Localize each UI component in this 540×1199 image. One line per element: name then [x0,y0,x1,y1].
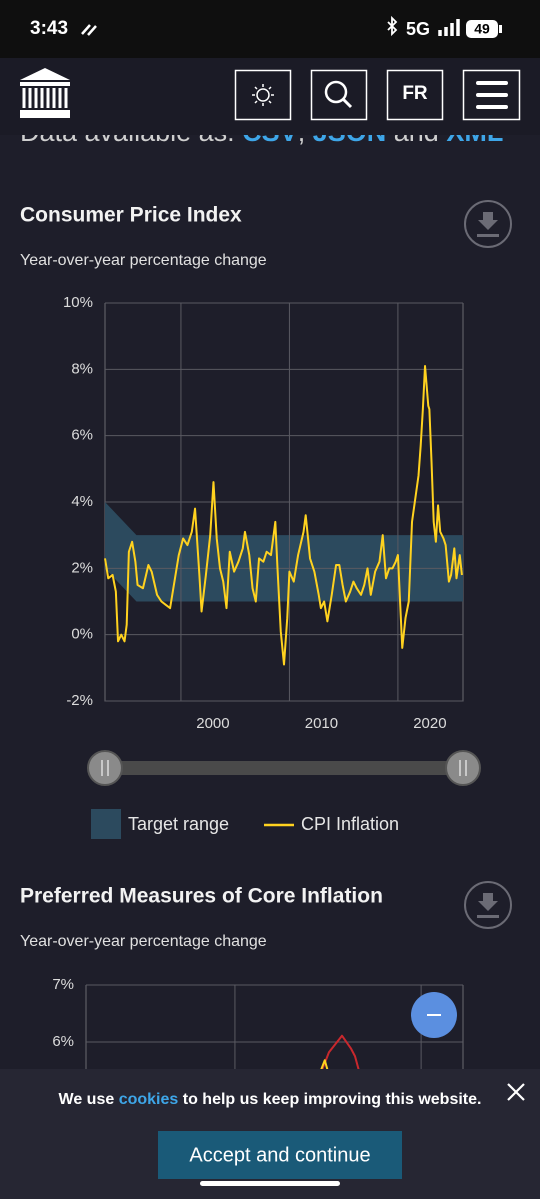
logo-columns [22,88,68,108]
navigator-handle[interactable] [445,750,481,786]
y-tick-label: 10% [63,294,93,311]
sun-icon [256,88,270,102]
battery-level: 49 [474,21,490,37]
y-tick-label: 2% [71,559,93,576]
series-line [104,365,463,666]
scroll-top-button[interactable] [411,992,457,1038]
accept-button[interactable]: Accept and continue [158,1131,402,1179]
button-frame [234,69,292,121]
chart-subtitle: Year-over-year percentage change [20,252,267,269]
status-icon [81,24,97,36]
download-circle [464,200,512,248]
button-background [158,1131,402,1179]
chart-title: Preferred Measures of Core Inflation [20,885,383,908]
download-button[interactable] [464,881,512,929]
button-frame [386,69,444,121]
navigator-track [105,761,463,775]
chart-title: Consumer Price Index [20,204,242,227]
y-tick-label: 0% [71,626,93,643]
y-tick-label: 8% [71,360,93,377]
language-button[interactable]: FR [386,69,444,121]
button-label: Accept and continue [189,1144,370,1166]
x-tick-label: 2020 [413,715,446,732]
menu-button[interactable] [462,69,521,121]
legend-label[interactable]: Target range [128,814,229,834]
x-tick-label: 2010 [305,715,338,732]
download-circle [464,881,512,929]
logo-roof [20,68,70,80]
y-tick-label: 6% [52,1033,74,1050]
sun-rays [252,84,274,106]
signal-icon [438,19,460,36]
logo[interactable] [20,68,70,118]
cookie-link[interactable]: cookies [119,1091,179,1108]
close-button[interactable] [507,1083,525,1101]
language-label: FR [402,83,428,104]
status-bar [0,0,540,58]
logo-part [20,82,70,86]
battery-tip [499,25,502,33]
series-line [320,1034,360,1074]
battery [466,20,498,38]
cpi-plot: -2% 0% 2% 4% 6% 8% 10% 2000 2010 2020 [63,294,464,732]
menu-icon [476,81,508,109]
search-button[interactable] [310,69,368,121]
y-tick-label: -2% [66,692,93,709]
button-frame [462,69,521,121]
header-bar [0,58,540,135]
download-icon [477,212,499,237]
handle-grip [459,760,467,776]
home-indicator [200,1181,340,1186]
y-tick-label: 7% [52,976,74,993]
cookie-text-part: We use [59,1091,115,1108]
theme-button[interactable] [234,69,292,121]
handle-grip [101,760,109,776]
legend-label[interactable]: CPI Inflation [301,814,399,834]
status-network: 5G [406,19,430,39]
legend-swatch-band [91,809,121,839]
search-handle [341,97,353,109]
y-tick-label: 4% [71,493,93,510]
x-tick-label: 2000 [196,715,229,732]
status-time: 3:43 [30,18,68,39]
button-frame [310,69,368,121]
search-icon [324,80,348,104]
cookie-text-part: to help us keep improving this website. [183,1091,482,1108]
logo-base [20,110,70,118]
navigator-handle[interactable] [87,750,123,786]
download-button[interactable] [464,200,512,248]
download-icon [477,893,499,918]
cookie-text: We use cookies to help us keep improving… [59,1091,482,1108]
bluetooth-icon [387,15,398,37]
range-navigator[interactable] [87,750,481,786]
chart-subtitle: Year-over-year percentage change [20,933,267,950]
y-tick-label: 6% [71,427,93,444]
